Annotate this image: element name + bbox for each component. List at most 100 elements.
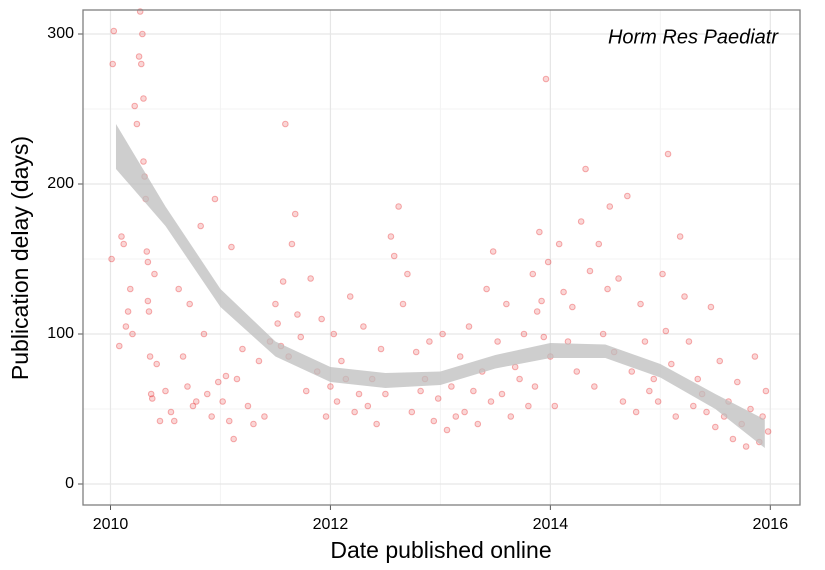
- point: [525, 402, 532, 410]
- point: [144, 297, 152, 305]
- point: [192, 398, 200, 405]
- point: [586, 267, 594, 275]
- point: [143, 248, 151, 255]
- point: [762, 387, 770, 395]
- point: [536, 228, 543, 236]
- point: [426, 338, 433, 345]
- point: [533, 308, 541, 315]
- point: [520, 330, 528, 338]
- y-tick-label: 200: [47, 175, 74, 192]
- point: [439, 330, 446, 338]
- point: [654, 398, 662, 405]
- point: [203, 390, 211, 398]
- point: [133, 120, 141, 128]
- point: [186, 300, 193, 308]
- point: [233, 375, 241, 383]
- point: [604, 285, 611, 293]
- point: [443, 426, 451, 434]
- point: [330, 330, 338, 338]
- point: [390, 252, 398, 260]
- point: [494, 338, 501, 345]
- point: [126, 285, 134, 293]
- point: [108, 255, 115, 263]
- point: [151, 270, 158, 278]
- point: [110, 27, 118, 35]
- point: [322, 413, 330, 420]
- point: [417, 387, 424, 395]
- point: [244, 402, 252, 410]
- point: [230, 435, 237, 443]
- point: [355, 390, 363, 398]
- point: [211, 195, 219, 203]
- point: [538, 297, 545, 305]
- point: [540, 333, 548, 341]
- point: [483, 285, 490, 293]
- point: [282, 120, 289, 128]
- point: [146, 353, 154, 360]
- point: [632, 408, 640, 416]
- point: [197, 222, 204, 230]
- point: [664, 150, 672, 158]
- point: [729, 435, 737, 443]
- point: [430, 417, 438, 425]
- point: [582, 165, 589, 173]
- point: [346, 293, 354, 300]
- point: [122, 323, 130, 330]
- point: [694, 375, 702, 383]
- y-tick-label: 100: [47, 325, 74, 342]
- point: [531, 383, 539, 390]
- point: [503, 300, 510, 308]
- x-tick-label: 2014: [533, 516, 569, 533]
- point: [167, 408, 175, 416]
- point: [179, 353, 187, 360]
- point: [685, 338, 693, 345]
- point: [560, 288, 567, 296]
- point: [764, 428, 772, 435]
- point: [591, 383, 598, 390]
- point: [272, 300, 279, 308]
- smooth-ribbon: [115, 124, 765, 448]
- point: [135, 53, 143, 60]
- point: [200, 330, 208, 338]
- point: [456, 353, 464, 360]
- point: [338, 357, 345, 365]
- point: [712, 423, 719, 431]
- point: [619, 398, 627, 405]
- point: [599, 330, 607, 338]
- point: [302, 387, 310, 395]
- point: [637, 300, 644, 308]
- point: [109, 60, 116, 68]
- point: [382, 390, 389, 398]
- point: [516, 375, 523, 383]
- point: [162, 387, 169, 395]
- point: [646, 387, 653, 395]
- point: [474, 420, 482, 428]
- point: [498, 390, 506, 398]
- plot-layer: 2010 2012 2014 2016 0 100 200 300: [47, 8, 801, 533]
- point: [239, 345, 246, 353]
- point: [577, 218, 585, 225]
- point: [551, 402, 559, 410]
- point: [124, 308, 132, 315]
- point: [250, 420, 257, 428]
- point: [434, 395, 442, 402]
- point: [377, 345, 385, 353]
- point: [703, 408, 710, 416]
- point: [291, 210, 299, 218]
- point: [641, 338, 649, 345]
- point: [395, 203, 402, 210]
- point: [274, 320, 281, 327]
- panel-border: [82, 9, 801, 506]
- point: [676, 233, 684, 240]
- point: [307, 275, 314, 282]
- point: [318, 315, 325, 323]
- point: [569, 303, 576, 311]
- x-axis-title: Date published online: [330, 537, 551, 563]
- point: [681, 293, 688, 300]
- point: [153, 360, 160, 368]
- point: [487, 398, 495, 405]
- annotation: Horm Res Paediatr: [608, 26, 779, 48]
- y-tick-label: 300: [47, 25, 74, 42]
- point: [140, 158, 147, 165]
